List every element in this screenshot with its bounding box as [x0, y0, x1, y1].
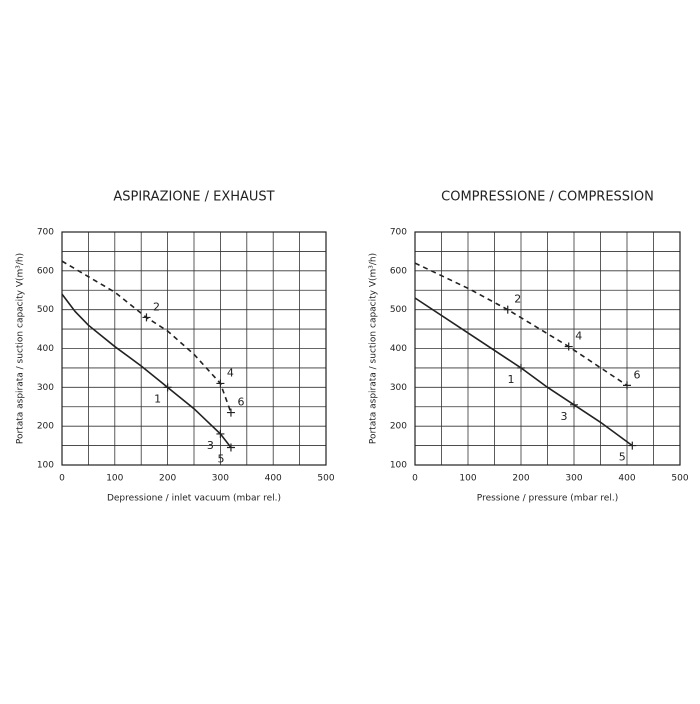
y-tick-label: 600 [37, 266, 54, 276]
line-series [61, 260, 232, 413]
y-tick-label: 600 [390, 266, 407, 276]
y-axis-label: Portata aspirata / suction capacity V(m³… [369, 253, 379, 444]
y-tick-label: 300 [37, 383, 54, 393]
x-tick-label: 400 [618, 474, 635, 484]
point-marker [216, 379, 225, 388]
point-label: 4 [227, 366, 234, 379]
point-label: 3 [561, 410, 568, 423]
chart-title: COMPRESSIONE / COMPRESSION [441, 190, 654, 205]
x-tick-label: 400 [265, 474, 282, 484]
y-tick-label: 700 [37, 228, 54, 238]
y-tick-label: 200 [390, 422, 407, 432]
y-tick-label: 500 [37, 305, 54, 315]
point-marker [226, 408, 235, 417]
point-label: 6 [634, 368, 641, 381]
point-marker [216, 429, 225, 438]
plot-frame [61, 231, 327, 466]
point-label: 1 [154, 392, 161, 405]
point-label: 5 [217, 453, 224, 466]
point-marker [226, 443, 235, 452]
line-series [414, 297, 633, 447]
y-tick-label: 500 [390, 305, 407, 315]
y-tick-label: 400 [390, 344, 407, 354]
line-series [61, 293, 232, 449]
y-tick-label: 200 [37, 422, 54, 432]
x-axis-label: Depressione / inlet vacuum (mbar rel.) [107, 494, 281, 504]
point-marker [142, 313, 151, 322]
chart-title: ASPIRAZIONE / EXHAUST [113, 190, 274, 205]
x-tick-label: 500 [317, 474, 334, 484]
x-tick-label: 100 [459, 474, 476, 484]
point-label: 5 [619, 451, 626, 464]
plot-frame [414, 231, 681, 466]
point-marker [503, 305, 512, 314]
point-label: 2 [153, 300, 160, 313]
x-tick-label: 0 [412, 474, 418, 484]
y-tick-label: 400 [37, 344, 54, 354]
point-marker [623, 381, 631, 390]
y-tick-label: 300 [390, 383, 407, 393]
point-label: 1 [508, 373, 515, 386]
x-tick-label: 200 [159, 474, 176, 484]
x-tick-label: 500 [671, 474, 688, 484]
x-axis-label: Pressione / pressure (mbar rel.) [477, 494, 618, 504]
x-tick-label: 300 [565, 474, 582, 484]
y-tick-label: 100 [390, 461, 407, 471]
x-tick-label: 200 [512, 474, 529, 484]
point-marker [570, 400, 578, 409]
x-tick-label: 0 [59, 474, 65, 484]
point-label: 6 [237, 396, 244, 409]
point-marker [564, 342, 573, 351]
point-marker [628, 441, 637, 450]
point-label: 4 [575, 330, 582, 343]
point-marker [163, 383, 172, 392]
y-tick-label: 700 [390, 228, 407, 238]
y-axis-label: Portata aspirata / suction capacity V(m³… [16, 253, 26, 444]
point-label: 2 [514, 293, 521, 306]
y-tick-label: 100 [37, 461, 54, 471]
x-tick-label: 300 [212, 474, 229, 484]
point-label: 3 [207, 439, 214, 452]
x-tick-label: 100 [106, 474, 123, 484]
point-marker [517, 363, 525, 372]
